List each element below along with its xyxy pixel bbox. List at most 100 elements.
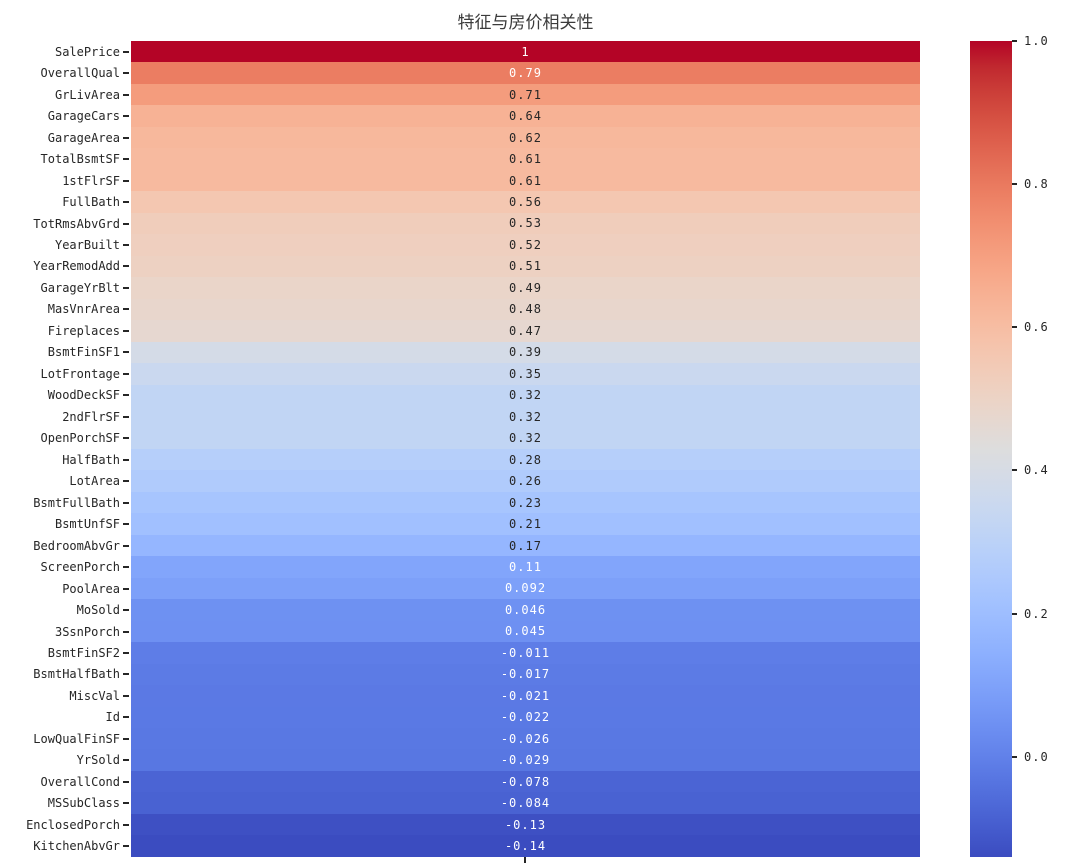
cell-value-annotation: 1 bbox=[521, 44, 530, 59]
heatmap-cell: -0.029 bbox=[131, 749, 920, 771]
cell-value-annotation: -0.078 bbox=[500, 774, 551, 789]
y-tick-label: MSSubClass bbox=[47, 796, 120, 811]
heatmap-cell: 0.23 bbox=[131, 491, 920, 514]
y-tick-mark bbox=[123, 415, 129, 418]
cell-value-annotation: 0.28 bbox=[509, 452, 542, 467]
y-tick-mark bbox=[123, 136, 129, 139]
y-tick-mark bbox=[123, 845, 129, 848]
cell-value-annotation: 0.79 bbox=[509, 66, 542, 81]
x-axis-tick bbox=[524, 857, 526, 863]
y-tick-mark bbox=[123, 351, 129, 354]
y-tick-mark bbox=[123, 609, 129, 612]
heatmap-cell: 0.52 bbox=[131, 234, 920, 256]
heatmap-cell: 0.71 bbox=[131, 83, 920, 106]
heatmap-cell: 0.62 bbox=[131, 126, 920, 149]
y-tick-label: SalePrice bbox=[54, 44, 120, 59]
heatmap-cell: 1 bbox=[131, 41, 920, 63]
y-tick-label: LotFrontage bbox=[40, 366, 120, 381]
heatmap-cell: 0.11 bbox=[131, 556, 920, 578]
cell-value-annotation: 0.092 bbox=[504, 581, 547, 596]
cell-value-annotation: -0.084 bbox=[500, 796, 551, 811]
cell-value-annotation: -0.011 bbox=[500, 645, 551, 660]
cell-value-annotation: 0.48 bbox=[509, 302, 542, 317]
y-tick-label: MiscVal bbox=[69, 688, 120, 703]
cell-value-annotation: -0.029 bbox=[500, 753, 551, 768]
heatmap-cell: -0.011 bbox=[131, 642, 920, 664]
cell-value-annotation: 0.62 bbox=[509, 130, 542, 145]
y-tick-mark bbox=[123, 737, 129, 740]
y-tick-mark bbox=[123, 759, 129, 762]
y-tick-mark bbox=[123, 523, 129, 526]
cell-value-annotation: 0.32 bbox=[509, 409, 542, 424]
cell-value-annotation: 0.046 bbox=[504, 602, 547, 617]
heatmap-cell: 0.045 bbox=[131, 620, 920, 643]
y-tick-mark bbox=[123, 566, 129, 569]
cell-value-annotation: -0.022 bbox=[500, 710, 551, 725]
y-tick-label: TotRmsAbvGrd bbox=[33, 216, 120, 231]
cell-value-annotation: 0.61 bbox=[509, 173, 542, 188]
heatmap-cell: 0.32 bbox=[131, 427, 920, 449]
y-tick-label: BsmtFinSF1 bbox=[47, 345, 120, 360]
cell-value-annotation: 0.61 bbox=[509, 152, 542, 167]
y-tick-mark bbox=[123, 630, 129, 633]
y-tick-label: HalfBath bbox=[62, 452, 120, 467]
heatmap-cell: 0.26 bbox=[131, 470, 920, 492]
y-tick-label: GarageYrBlt bbox=[40, 280, 120, 295]
y-tick-mark bbox=[123, 587, 129, 590]
cell-value-annotation: -0.14 bbox=[504, 839, 547, 854]
y-tick-label: BsmtFullBath bbox=[33, 495, 120, 510]
colorbar-tick-mark bbox=[1012, 326, 1017, 329]
heatmap-cell: 0.48 bbox=[131, 298, 920, 321]
heatmap-cell: 0.17 bbox=[131, 534, 920, 557]
cell-value-annotation: 0.47 bbox=[509, 323, 542, 338]
y-tick-mark bbox=[123, 308, 129, 311]
heatmap-cell: -0.017 bbox=[131, 663, 920, 686]
colorbar-tick-label: 0.6 bbox=[1024, 320, 1049, 335]
y-tick-label: LowQualFinSF bbox=[33, 731, 120, 746]
y-axis: SalePrice OverallQual GrLivArea GarageCars G… bbox=[0, 41, 131, 857]
cell-value-annotation: 0.56 bbox=[509, 195, 542, 210]
heatmap: 1 0.79 0.71 0.64 0.62 0.61 0.61 0.56 0.53 0.52 0.5… bbox=[131, 41, 920, 857]
heatmap-cell: -0.021 bbox=[131, 685, 920, 707]
heatmap-cell: 0.35 bbox=[131, 363, 920, 385]
y-tick-label: Id bbox=[105, 710, 120, 725]
y-tick-label: YearBuilt bbox=[54, 238, 120, 252]
cell-value-annotation: 0.26 bbox=[509, 474, 542, 489]
colorbar-tick-label: 0.4 bbox=[1024, 463, 1049, 478]
y-tick-mark bbox=[123, 694, 129, 697]
y-tick-label: WoodDeckSF bbox=[47, 388, 120, 403]
colorbar-tick-mark bbox=[1012, 40, 1017, 42]
cell-value-annotation: 0.51 bbox=[509, 259, 542, 274]
cell-value-annotation: 0.21 bbox=[509, 517, 542, 532]
y-tick-mark bbox=[123, 780, 129, 783]
heatmap-cell: 0.64 bbox=[131, 105, 920, 127]
colorbar-axis: 1.0 0.8 0.6 0.4 0.2 0.0 bbox=[1012, 34, 1080, 857]
y-tick-label: GrLivArea bbox=[54, 87, 120, 102]
heatmap-cell: 0.53 bbox=[131, 212, 920, 235]
cell-value-annotation: 0.53 bbox=[509, 216, 542, 231]
y-tick-label: OverallCond bbox=[40, 774, 120, 789]
y-tick-mark bbox=[123, 244, 129, 246]
colorbar-tick-mark bbox=[1012, 183, 1017, 186]
y-tick-mark bbox=[123, 286, 129, 289]
cell-value-annotation: 0.39 bbox=[509, 345, 542, 360]
cell-value-annotation: 0.23 bbox=[509, 495, 542, 510]
y-tick-mark bbox=[123, 158, 129, 161]
y-tick-label: FullBath bbox=[62, 195, 120, 210]
cell-value-annotation: 0.11 bbox=[509, 559, 542, 574]
heatmap-cell: -0.026 bbox=[131, 728, 920, 750]
y-tick-label: ScreenPorch bbox=[40, 560, 120, 575]
y-tick-mark bbox=[123, 50, 129, 53]
colorbar-tick-mark bbox=[1012, 755, 1017, 758]
y-tick-mark bbox=[123, 480, 129, 483]
y-tick-mark bbox=[123, 437, 129, 440]
cell-value-annotation: 0.17 bbox=[509, 538, 542, 553]
cell-value-annotation: 0.32 bbox=[509, 431, 542, 446]
heatmap-cell: -0.078 bbox=[131, 770, 920, 793]
colorbar bbox=[970, 41, 1012, 857]
heatmap-cell: -0.14 bbox=[131, 835, 920, 857]
heatmap-cell: 0.32 bbox=[131, 384, 920, 406]
cell-value-annotation: 0.32 bbox=[509, 388, 542, 403]
y-tick-mark bbox=[123, 329, 129, 332]
